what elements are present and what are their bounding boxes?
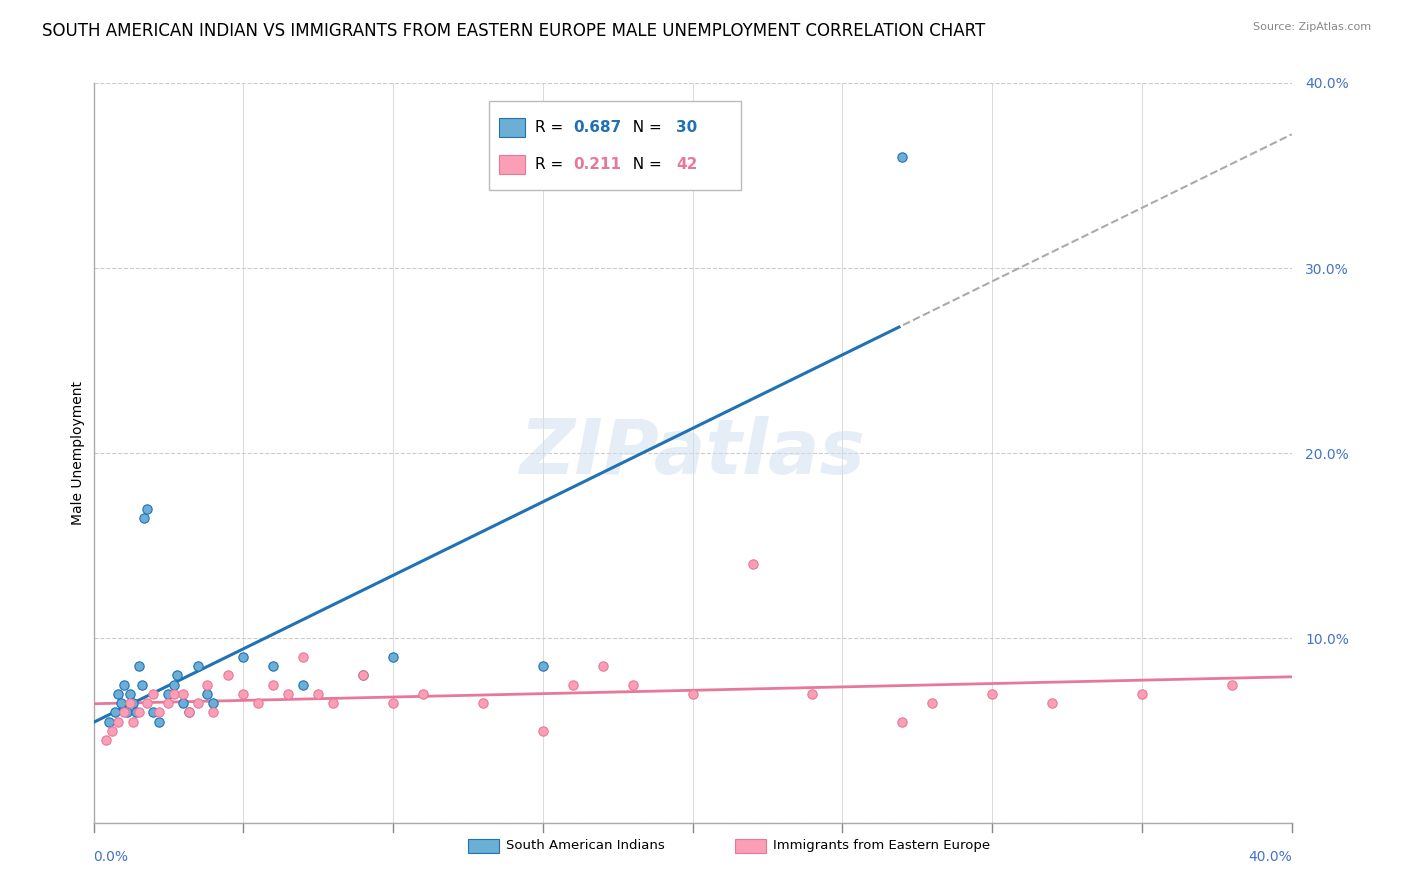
Point (142, 687, 165, 701)
Text: South American Indians: South American Indians (506, 839, 665, 852)
Point (163, 678, 186, 692)
Point (142, 706, 165, 720)
Point (682, 687, 704, 701)
Point (472, 696, 495, 710)
Point (157, 696, 180, 710)
Point (103, 706, 125, 720)
Point (592, 659, 614, 673)
Point (166, 668, 188, 682)
Text: 0.687: 0.687 (572, 120, 621, 135)
Point (136, 696, 159, 710)
Point (128, 659, 150, 673)
Point (187, 696, 209, 710)
Text: 0.0%: 0.0% (94, 850, 128, 864)
Point (382, 649, 405, 664)
Point (307, 687, 329, 701)
Point (107, 714, 129, 729)
Point (112, 678, 135, 692)
Text: SOUTH AMERICAN INDIAN VS IMMIGRANTS FROM EASTERN EUROPE MALE UNEMPLOYMENT CORREL: SOUTH AMERICAN INDIAN VS IMMIGRANTS FROM… (42, 22, 986, 40)
Point (247, 696, 270, 710)
Text: ZIPatlas: ZIPatlas (520, 417, 866, 491)
Point (118, 696, 141, 710)
Text: 30: 30 (676, 120, 697, 135)
Point (115, 706, 138, 720)
Point (891, 150, 914, 164)
Point (741, 558, 763, 572)
Point (100, 723, 122, 738)
Point (179, 706, 201, 720)
Point (262, 678, 284, 692)
Point (531, 723, 554, 738)
Point (981, 687, 1004, 701)
Point (891, 714, 914, 729)
Point (124, 706, 146, 720)
Point (121, 714, 143, 729)
Point (148, 714, 170, 729)
Y-axis label: Male Unemployment: Male Unemployment (72, 381, 86, 525)
Point (412, 687, 434, 701)
Text: N =: N = (623, 157, 666, 172)
Point (172, 696, 194, 710)
Point (1220, 678, 1243, 692)
Point (97, 714, 120, 729)
Point (382, 696, 405, 710)
Point (172, 687, 194, 701)
Point (134, 511, 156, 525)
Point (179, 706, 201, 720)
Text: Immigrants from Eastern Europe: Immigrants from Eastern Europe (773, 839, 990, 852)
Point (202, 696, 225, 710)
Point (187, 659, 209, 673)
Point (292, 649, 315, 664)
Text: R =: R = (534, 157, 568, 172)
Point (112, 706, 135, 720)
Point (352, 668, 374, 682)
Bar (499, 118, 524, 136)
Point (531, 659, 554, 673)
Text: 40.0%: 40.0% (1249, 850, 1292, 864)
Point (621, 678, 644, 692)
Point (232, 687, 254, 701)
Point (352, 668, 374, 682)
Point (561, 678, 583, 692)
Bar (499, 155, 524, 174)
Point (197, 678, 219, 692)
Text: 0.211: 0.211 (572, 157, 621, 172)
Point (128, 706, 150, 720)
Text: 42: 42 (676, 157, 697, 172)
Point (163, 687, 186, 701)
Point (148, 706, 170, 720)
Point (277, 687, 299, 701)
Text: Source: ZipAtlas.com: Source: ZipAtlas.com (1253, 22, 1371, 32)
Point (292, 678, 315, 692)
Point (107, 687, 129, 701)
Point (232, 649, 254, 664)
Point (136, 501, 159, 516)
Text: R =: R = (534, 120, 568, 135)
Point (197, 687, 219, 701)
Point (110, 696, 132, 710)
Point (121, 696, 143, 710)
Point (1130, 687, 1153, 701)
Point (157, 687, 180, 701)
Point (322, 696, 344, 710)
Point (131, 678, 153, 692)
Text: N =: N = (623, 120, 666, 135)
Point (202, 706, 225, 720)
Point (217, 668, 239, 682)
Point (94, 733, 117, 747)
Point (921, 696, 943, 710)
Point (118, 687, 141, 701)
FancyBboxPatch shape (489, 102, 741, 190)
Point (262, 659, 284, 673)
Point (1040, 696, 1063, 710)
Point (801, 687, 824, 701)
